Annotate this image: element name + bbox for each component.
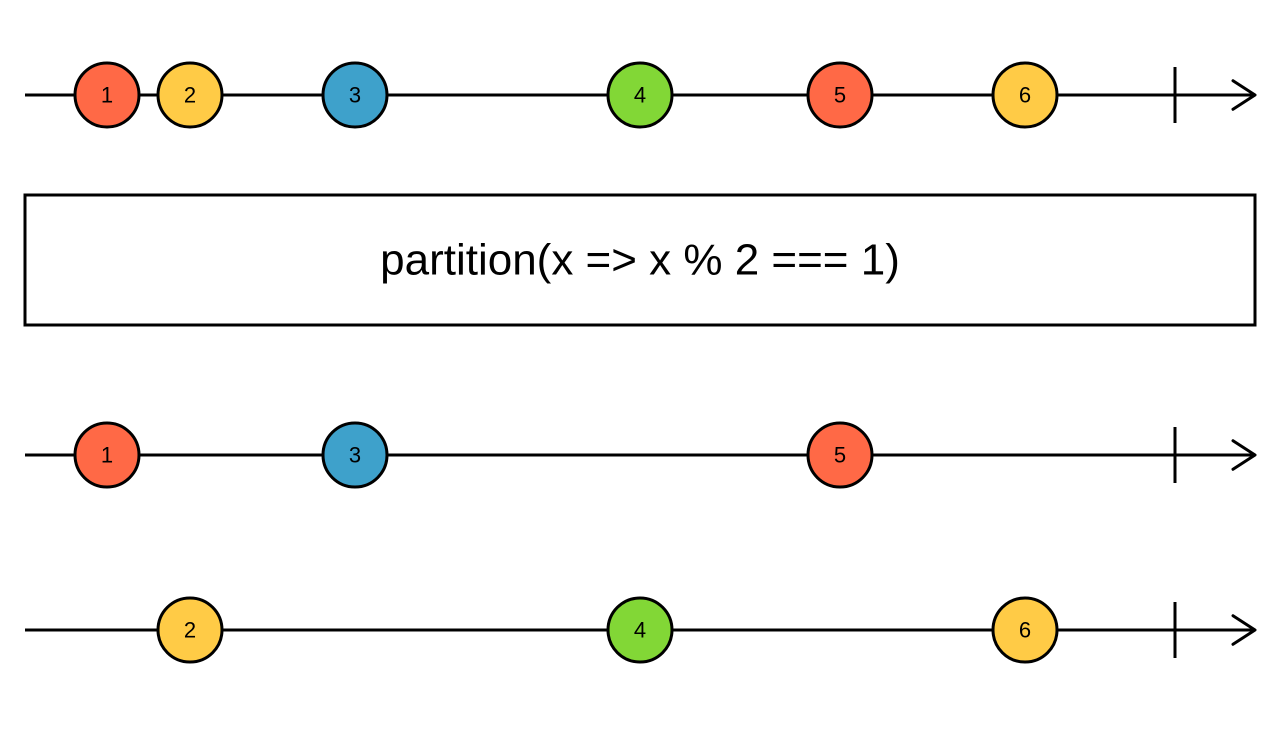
- marble-label: 3: [349, 83, 361, 108]
- marble-label: 3: [349, 443, 361, 468]
- marble-6: 6: [993, 63, 1057, 127]
- marble-label: 1: [101, 443, 113, 468]
- marble-label: 1: [101, 83, 113, 108]
- operator-box: partition(x => x % 2 === 1): [25, 195, 1255, 325]
- marble-3: 3: [323, 423, 387, 487]
- timeline-source: 1 2 3 4 5 6: [25, 63, 1255, 127]
- marble-4: 4: [608, 63, 672, 127]
- marble-label: 6: [1019, 618, 1031, 643]
- marble-label: 4: [634, 618, 646, 643]
- marble-label: 2: [184, 618, 196, 643]
- marble-label: 2: [184, 83, 196, 108]
- marble-5: 5: [808, 63, 872, 127]
- marble-6: 6: [993, 598, 1057, 662]
- marble-5: 5: [808, 423, 872, 487]
- marble-2: 2: [158, 63, 222, 127]
- marble-label: 5: [834, 83, 846, 108]
- marble-label: 5: [834, 443, 846, 468]
- marble-1: 1: [75, 423, 139, 487]
- marble-1: 1: [75, 63, 139, 127]
- operator-label: partition(x => x % 2 === 1): [380, 236, 900, 285]
- marble-4: 4: [608, 598, 672, 662]
- marble-3: 3: [323, 63, 387, 127]
- timeline-output-odd: 1 3 5: [25, 423, 1255, 487]
- marble-label: 6: [1019, 83, 1031, 108]
- marble-diagram: 1 2 3 4 5 6 partition(x => x % 2 === 1) 1 3 5 2 4 6: [0, 0, 1280, 740]
- timeline-output-even: 2 4 6: [25, 598, 1255, 662]
- marble-label: 4: [634, 83, 646, 108]
- marble-2: 2: [158, 598, 222, 662]
